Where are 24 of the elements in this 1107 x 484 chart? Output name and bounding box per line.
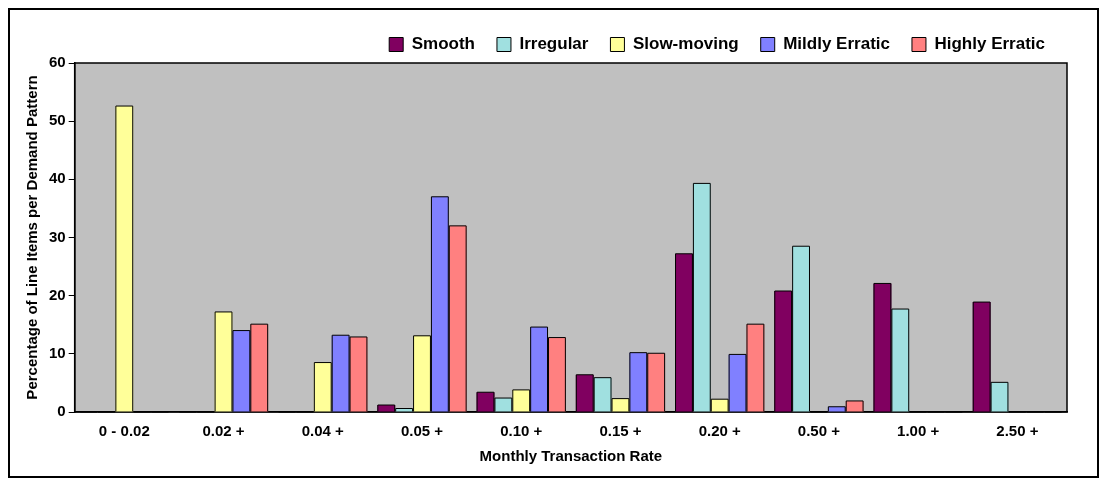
x-tick-label: 0.04 + bbox=[301, 422, 345, 440]
x-tick-label: 0.20 + bbox=[698, 422, 741, 440]
legend-label: Highly Erratic bbox=[934, 34, 1046, 54]
x-tick-label: 1.00 + bbox=[897, 422, 940, 440]
x-tick-label: 2.50 + bbox=[996, 422, 1039, 440]
y-tick-label: 20 bbox=[49, 285, 66, 303]
legend-label: Slow-moving bbox=[632, 34, 739, 54]
legend-label: Mildly Erratic bbox=[783, 34, 890, 54]
y-axis-title: Percentage of Line Items per Demand Pattern bbox=[23, 75, 41, 400]
legend-label: Smooth bbox=[411, 34, 475, 54]
legend-label: Irregular bbox=[519, 34, 589, 54]
y-tick-label: 50 bbox=[49, 111, 66, 129]
x-tick-label: 0.02 + bbox=[202, 422, 245, 440]
x-tick-label: 0.50 + bbox=[797, 422, 841, 440]
x-tick-label: 0.05 + bbox=[400, 422, 444, 440]
y-tick-label: 0 bbox=[57, 402, 66, 420]
x-tick-label: 0 - 0.02 bbox=[98, 422, 150, 440]
x-tick-label: 0.10 + bbox=[500, 422, 543, 440]
y-tick-label: 10 bbox=[49, 343, 66, 361]
y-tick-label: 60 bbox=[49, 53, 66, 71]
y-tick-label: 30 bbox=[49, 227, 66, 245]
y-tick-label: 40 bbox=[49, 169, 66, 187]
x-axis-title: Monthly Transaction Rate bbox=[479, 447, 663, 465]
x-tick-label: 0.15 + bbox=[599, 422, 642, 440]
